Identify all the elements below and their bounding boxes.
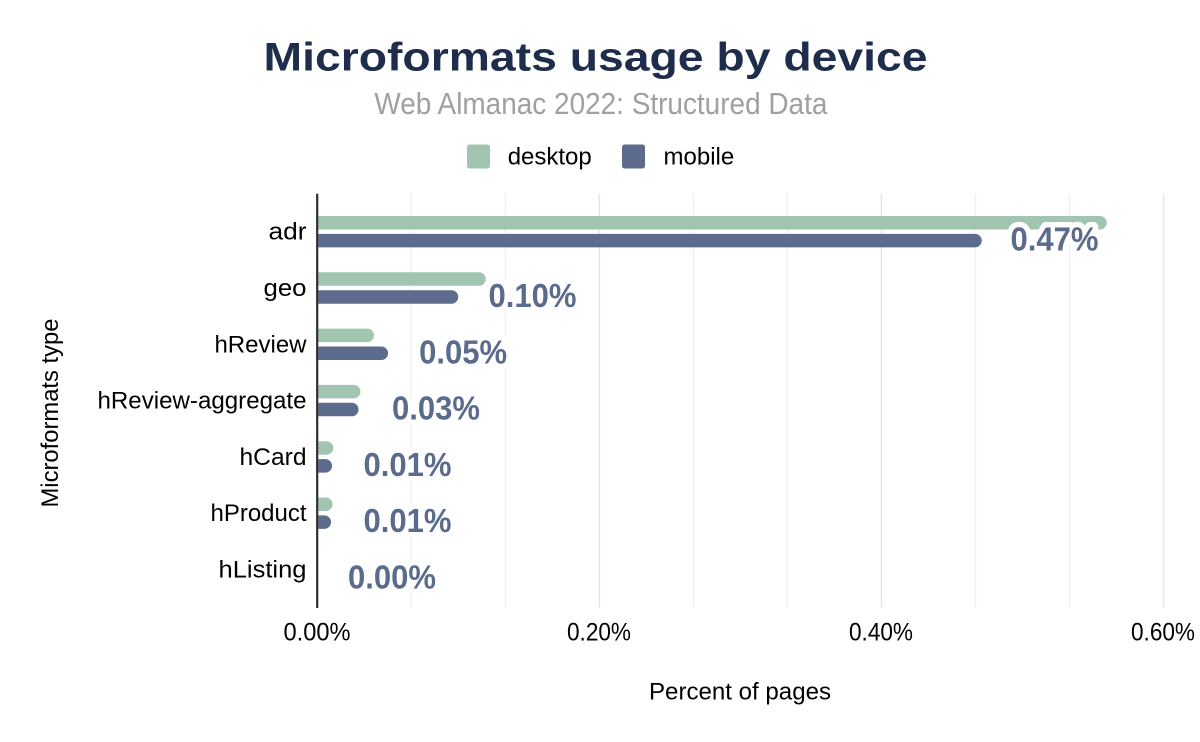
svg-text:hReview-aggregate: hReview-aggregate <box>98 388 307 415</box>
svg-text:0.03%: 0.03% <box>392 390 480 427</box>
svg-text:desktop: desktop <box>508 144 592 171</box>
svg-text:geo: geo <box>264 275 307 302</box>
svg-text:0.00%: 0.00% <box>348 559 436 596</box>
svg-text:Microformats type: Microformats type <box>37 319 64 508</box>
svg-text:0.01%: 0.01% <box>364 502 452 539</box>
svg-text:Microformats usage by device: Microformats usage by device <box>264 36 928 80</box>
svg-text:0.10%: 0.10% <box>489 277 577 314</box>
svg-text:0.40%: 0.40% <box>849 618 913 646</box>
svg-text:hReview: hReview <box>214 331 307 358</box>
svg-text:0.00%: 0.00% <box>284 618 351 646</box>
svg-text:hCard: hCard <box>240 444 307 471</box>
svg-text:0.47%: 0.47% <box>1011 221 1099 258</box>
svg-text:hProduct: hProduct <box>211 500 307 527</box>
svg-text:0.20%: 0.20% <box>567 618 631 646</box>
svg-text:hListing: hListing <box>219 557 307 584</box>
svg-text:mobile: mobile <box>664 144 735 171</box>
svg-text:Percent of pages: Percent of pages <box>649 679 831 706</box>
svg-text:adr: adr <box>269 219 307 246</box>
svg-text:0.01%: 0.01% <box>364 446 452 483</box>
svg-text:0.05%: 0.05% <box>419 333 507 370</box>
svg-text:0.60%: 0.60% <box>1131 618 1195 646</box>
svg-text:Web Almanac 2022: Structured D: Web Almanac 2022: Structured Data <box>374 86 828 121</box>
